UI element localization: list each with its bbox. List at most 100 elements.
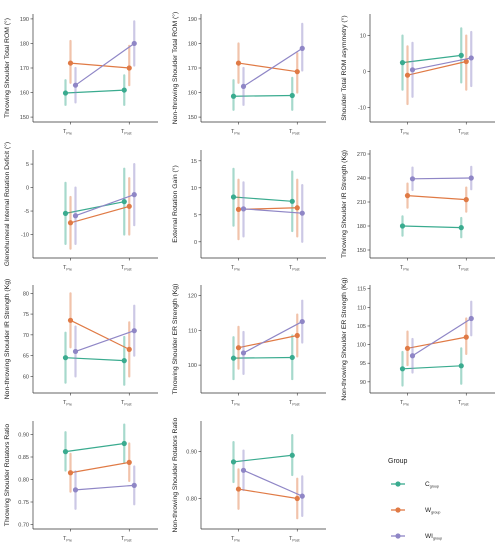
point-c — [399, 60, 406, 66]
point-w — [126, 346, 132, 352]
point-c — [230, 459, 237, 465]
x-tick-label-main: T — [289, 400, 293, 406]
x-tick-label: TPost — [121, 129, 132, 136]
point-w — [67, 220, 74, 226]
x-tick-label-main: T — [289, 129, 293, 135]
point-w — [404, 345, 411, 351]
point-w — [235, 60, 242, 66]
x-tick-label-main: T — [289, 536, 293, 542]
y-tick-label: 0.80 — [18, 478, 29, 484]
series-line-c — [65, 201, 125, 214]
y-tick-label: 270 — [357, 152, 366, 158]
point-wi — [299, 493, 305, 499]
y-tick-label: 150 — [188, 115, 197, 121]
x-tick-label-sub: Pre — [66, 132, 72, 136]
x-tick-label-main: T — [231, 400, 235, 406]
y-tick-label: 190 — [20, 17, 29, 23]
point-wi — [468, 55, 474, 61]
y-tick-label: 0.70 — [18, 523, 29, 529]
series-line-w — [407, 195, 467, 201]
y-tick-label: 65 — [23, 354, 29, 360]
x-tick-label-main: T — [400, 400, 404, 406]
x-tick-label-sub: Pre — [234, 403, 240, 407]
series-line-w — [70, 205, 130, 224]
x-tick-label: TPre — [63, 265, 72, 272]
x-tick-label: TPost — [458, 265, 469, 272]
series-line-c — [65, 442, 125, 453]
legend-label-wi: WIgroup — [425, 533, 442, 541]
point-w — [463, 197, 469, 203]
x-tick-label-sub: Pre — [234, 268, 240, 272]
point-c — [399, 366, 406, 372]
point-wi — [409, 67, 416, 73]
legend-label-w-sub: group — [431, 511, 440, 515]
x-tick-label-sub: Post — [124, 539, 131, 543]
y-tick-label: 95 — [360, 361, 366, 367]
x-tick-label-sub: Post — [461, 132, 468, 136]
x-tick-label-main: T — [289, 265, 293, 271]
point-wi — [72, 82, 79, 88]
point-wi — [468, 175, 474, 181]
x-tick-label: TPost — [458, 400, 469, 407]
y-tick-label: 0 — [363, 70, 366, 76]
y-tick-label: 180 — [357, 224, 366, 230]
x-tick-label: TPost — [289, 129, 300, 136]
legend-label-c: Cgroup — [425, 481, 439, 489]
y-axis-label: Non-throwing Shoulder IR Strength (Kg) — [4, 279, 11, 400]
y-tick-label: 110 — [357, 305, 366, 311]
series-line-wi — [75, 484, 135, 491]
series-line-w — [238, 62, 298, 73]
point-w — [463, 334, 469, 340]
point-c — [458, 225, 464, 231]
x-tick-label: TPre — [63, 536, 72, 543]
x-tick-label: TPre — [231, 265, 240, 272]
x-tick-label-sub: Post — [124, 268, 131, 272]
y-axis-label: Non-throwing Shoulder ER Strength (Kg) — [341, 277, 348, 400]
x-tick-label-main: T — [458, 129, 462, 135]
series-line-w — [407, 336, 467, 349]
y-tick-label: 60 — [23, 374, 29, 380]
x-tick-label-sub: Post — [124, 132, 131, 136]
y-tick-label: 90 — [360, 380, 366, 386]
legend-label-c-sub: group — [430, 485, 439, 489]
point-c — [62, 355, 69, 361]
series-line-wi — [412, 177, 472, 180]
y-tick-label: 0.75 — [18, 500, 29, 506]
point-w — [404, 72, 411, 78]
x-tick-label-sub: Post — [461, 268, 468, 272]
point-wi — [409, 176, 416, 182]
point-w — [294, 332, 300, 339]
y-tick-label: 150 — [20, 115, 29, 121]
y-tick-label: 105 — [357, 324, 366, 330]
x-tick-label: TPre — [400, 129, 409, 136]
y-axis-label: Throwing Shoulder Total ROM (°) — [3, 18, 11, 118]
point-c — [62, 449, 69, 455]
y-tick-label: -5 — [24, 209, 29, 215]
y-tick-label: 15 — [191, 159, 197, 165]
point-w — [404, 193, 411, 199]
x-tick-label: TPre — [231, 536, 240, 543]
series-line-w — [70, 319, 130, 350]
y-axis-label: Throwing Shoulder IR Strength (Kg) — [341, 150, 348, 258]
y-tick-label: 100 — [188, 363, 197, 369]
x-tick-label-sub: Post — [292, 132, 299, 136]
series-line-w — [70, 461, 130, 474]
y-tick-label: 0.85 — [18, 455, 29, 461]
x-tick-label-main: T — [458, 400, 462, 406]
x-tick-label: TPost — [289, 536, 300, 543]
series-line-c — [402, 225, 462, 229]
x-tick-label-main: T — [231, 129, 235, 135]
y-tick-label: 0.90 — [18, 433, 29, 439]
y-tick-label: 10 — [191, 186, 197, 192]
y-axis-label: Throwing Shoulder Rotators Ratio — [4, 424, 11, 527]
x-tick-label-main: T — [121, 265, 125, 271]
point-c — [62, 90, 69, 96]
point-wi — [131, 328, 137, 334]
y-tick-label: 180 — [188, 41, 197, 47]
point-wi — [131, 482, 137, 488]
point-w — [67, 60, 74, 66]
